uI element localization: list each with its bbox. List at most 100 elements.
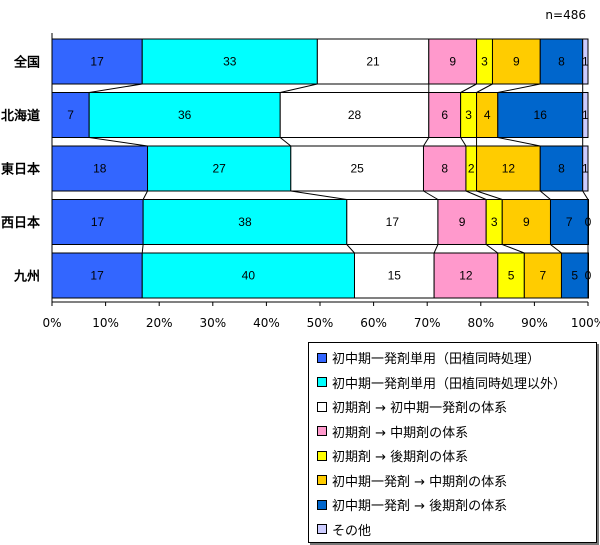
bar-segment	[141, 38, 318, 85]
data-label: 1	[582, 108, 589, 122]
data-label: 3	[465, 108, 472, 122]
series-line	[423, 137, 430, 147]
series-line	[290, 190, 347, 200]
bar-segment	[491, 38, 541, 85]
legend-label: 初中期一発剤単用（田植同時処理）	[332, 352, 541, 367]
legend-swatch	[317, 475, 327, 485]
category-label: 九州	[13, 270, 40, 285]
legend-item: 初中期一発剤 → 中期剤の体系	[317, 471, 507, 490]
category-label: 全国	[13, 55, 40, 71]
data-label: 12	[502, 162, 516, 176]
data-label: 7	[566, 215, 573, 229]
series-line	[539, 190, 551, 200]
series-line	[476, 190, 503, 200]
bar-segment	[353, 252, 435, 299]
data-label: 3	[491, 215, 498, 229]
bar-segment	[346, 199, 439, 245]
data-label: 17	[90, 269, 104, 283]
data-label: 25	[350, 162, 364, 176]
bar-segment	[142, 199, 348, 245]
bar-segment	[523, 252, 562, 299]
series-line	[550, 244, 562, 254]
x-tick-label: 90%	[521, 316, 548, 330]
bar-segment	[582, 145, 589, 192]
bar-segment	[560, 252, 589, 299]
data-label: 36	[178, 108, 192, 122]
bar-segment	[147, 145, 292, 192]
x-tick-label: 100%	[571, 316, 600, 330]
bar-segment	[141, 252, 355, 299]
legend-item: 初期剤 → 中期剤の体系	[317, 422, 468, 441]
legend-swatch	[317, 524, 327, 534]
series-line	[279, 137, 292, 147]
data-label: 9	[523, 215, 530, 229]
data-label: 17	[90, 55, 104, 69]
series-line	[89, 83, 143, 93]
series-line	[280, 83, 318, 93]
series-line	[485, 244, 499, 254]
data-label: 12	[459, 269, 473, 283]
data-label: 28	[348, 108, 362, 122]
data-label: 17	[91, 215, 105, 229]
data-label: 4	[484, 108, 491, 122]
bar-segment	[290, 145, 424, 192]
series-line	[497, 137, 541, 147]
series-line	[465, 190, 487, 200]
data-label: 1	[582, 162, 589, 176]
data-label: 21	[366, 55, 380, 69]
data-label: 9	[459, 215, 466, 229]
legend-item: その他	[317, 520, 371, 539]
series-line	[433, 244, 439, 254]
legend-item: 初期剤 → 初中期一発剤の体系	[317, 397, 507, 416]
x-tick-label: 60%	[360, 316, 387, 330]
legend: 初中期一発剤単用（田植同時処理） 初中期一発剤単用（田植同時処理以外） 初期剤 → …	[308, 342, 597, 543]
category-label: 東日本	[1, 162, 40, 178]
legend-item: 初期剤 → 後期剤の体系	[317, 446, 468, 465]
data-label: 8	[441, 162, 448, 176]
x-tick-label: 0%	[42, 316, 61, 330]
x-tick-label: 70%	[414, 316, 441, 330]
legend-label: 初期剤 → 後期剤の体系	[332, 450, 469, 465]
legend-item: 初中期一発剤単用（田植同時処理）	[317, 348, 540, 367]
series-line	[460, 137, 467, 147]
legend-label: 初中期一発剤 → 後期剤の体系	[332, 499, 508, 514]
sample-size-annotation: n=486	[545, 8, 586, 22]
bar-segment	[437, 199, 487, 245]
data-label: 5	[571, 269, 578, 283]
legend-label: その他	[332, 523, 372, 539]
data-label: 17	[386, 215, 400, 229]
data-label: 15	[388, 269, 402, 283]
x-tick-label: 20%	[146, 316, 173, 330]
bar-segment	[501, 199, 551, 245]
series-line	[423, 190, 439, 200]
data-label: 9	[513, 55, 520, 69]
legend-swatch	[317, 426, 327, 436]
data-label: 9	[449, 55, 456, 69]
bar-segment	[433, 252, 499, 299]
data-label: 38	[238, 215, 252, 229]
category-label: 西日本	[1, 215, 40, 231]
x-tick-label: 80%	[467, 316, 494, 330]
data-label: 33	[223, 55, 237, 69]
series-line	[460, 83, 477, 93]
data-label: 8	[558, 162, 565, 176]
legend-swatch	[317, 450, 327, 461]
series-line	[582, 190, 589, 200]
data-label: 27	[212, 162, 226, 176]
bar-segment	[497, 92, 584, 138]
x-tick-label: 10%	[92, 316, 119, 330]
bar-segment	[51, 92, 90, 138]
series-line	[141, 244, 144, 254]
data-label: 1	[582, 55, 589, 69]
bar-segment	[539, 38, 584, 85]
bar-segment	[51, 38, 143, 85]
data-label: 7	[540, 269, 547, 283]
series-line	[476, 83, 493, 93]
data-label: 7	[67, 108, 74, 122]
series-line	[346, 244, 355, 254]
bar-segment	[549, 199, 589, 245]
data-label: 16	[534, 108, 548, 122]
data-label: 18	[93, 162, 107, 176]
